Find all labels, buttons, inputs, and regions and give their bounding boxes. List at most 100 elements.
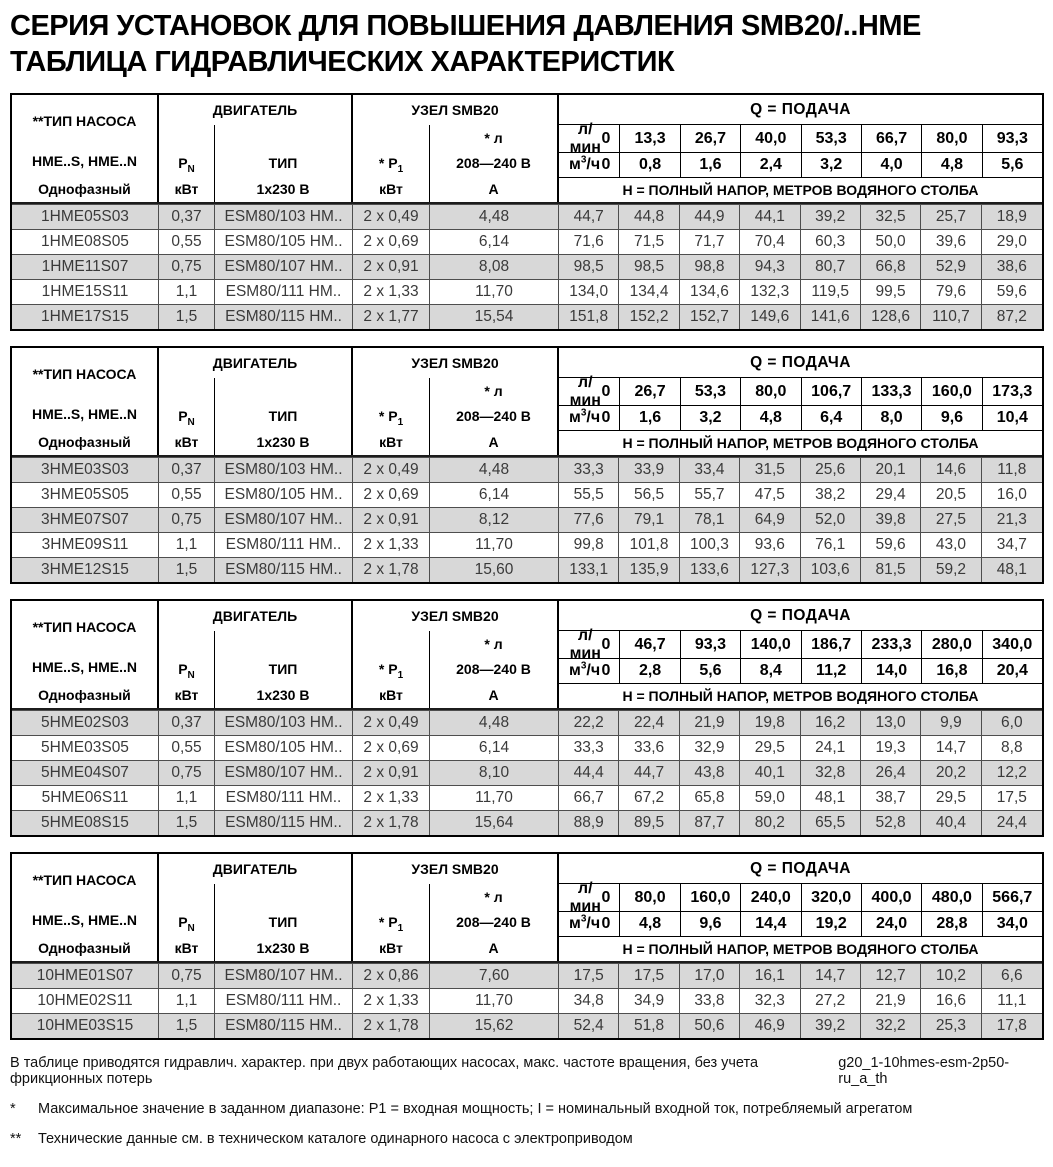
head-value-cell: 29,5 (921, 786, 982, 810)
motor-type-cell: ESM80/111 HM.. (215, 280, 353, 304)
flow-value-cell: 19,2 (800, 912, 861, 937)
head-value-cell: 77,6 (559, 508, 620, 532)
voltage-range-label: 208—240 В (456, 408, 531, 424)
head-value-cell: 52,0 (801, 508, 861, 532)
flow-lmin-label: л/мин 0 (559, 121, 620, 156)
motor-type-cell: ESM80/115 HM.. (215, 811, 353, 835)
head-value-cell: 65,5 (801, 811, 861, 835)
pump-model-cell: 3HME12S15 (12, 558, 159, 582)
current-value-cell: 6,14 (430, 736, 559, 760)
flow-value-cell: 4,8 (740, 406, 801, 431)
head-value-cell: 67,2 (619, 786, 680, 810)
flow-value-cell: 106,7 (800, 378, 861, 406)
motor-group-header: ДВИГАТЕЛЬ (159, 854, 353, 884)
motor-type-cell: ESM80/111 HM.. (215, 786, 353, 810)
q-group-header: Q = ПОДАЧА (559, 348, 1042, 378)
current-symbol: * л (484, 129, 503, 146)
head-value-cell: 21,9 (680, 711, 741, 735)
zero-label: 0 (601, 635, 611, 653)
pn-value-cell: 0,37 (159, 711, 215, 735)
pump-model-cell: 3HME03S03 (12, 458, 159, 482)
p1-main: * P (378, 408, 398, 424)
head-value-cell: 79,6 (921, 280, 982, 304)
type-label: ТИП (268, 155, 298, 171)
head-value-cell: 38,7 (861, 786, 922, 810)
pump-table-10hme: **ТИП НАСОСА HME..S, HME..N Однофазный ДВИГ… (10, 852, 1044, 1040)
m3h-rest: /ч (586, 915, 601, 932)
pump-models-label: HME..S, HME..N (31, 912, 137, 928)
head-value-cell: 65,8 (680, 786, 741, 810)
flow-value-cell: 8,0 (860, 406, 922, 431)
unit-label: л/мин (569, 373, 601, 409)
pump-table-1hme: **ТИП НАСОСА HME..S, HME..N Однофазный ДВИГ… (10, 93, 1044, 331)
motor-type-cell: ESM80/111 HM.. (215, 989, 353, 1013)
p1-value-cell: 2 x 0,69 (353, 736, 430, 760)
head-value-cell: 19,8 (740, 711, 801, 735)
unit-label: м3/ч (569, 155, 600, 174)
head-value-cell: 87,7 (680, 811, 741, 835)
head-value-cell: 66,7 (559, 786, 620, 810)
head-value-cell: 44,4 (559, 761, 620, 785)
flow-lmin-label: л/мин 0 (559, 627, 620, 662)
table-row: 3HME12S15 1,5 ESM80/115 HM.. 2 x 1,78 15,60 1… (12, 557, 1042, 582)
kw-label: кВт (174, 687, 199, 703)
head-value-cell: 133,1 (559, 558, 620, 582)
kw-label: кВт (379, 687, 403, 703)
pump-model-cell: 3HME07S07 (12, 508, 159, 532)
p1-value-cell: 2 x 0,91 (353, 508, 430, 532)
pump-model-cell: 10HME01S07 (12, 964, 159, 988)
head-value-cell: 13,0 (861, 711, 922, 735)
head-value-cell: 100,3 (680, 533, 741, 557)
motor-type-cell: ESM80/105 HM.. (215, 230, 353, 254)
p1-symbol: * P1 (378, 408, 403, 427)
flow-m3h-label: м3/ч 0 (559, 659, 620, 684)
pump-type-label: **ТИП НАСОСА (32, 619, 137, 635)
p1-value-cell: 2 x 1,33 (353, 786, 430, 810)
p1-value-cell: 2 x 1,77 (353, 305, 430, 329)
table-row: 1HME15S11 1,1 ESM80/111 HM.. 2 x 1,33 11,70 1… (12, 279, 1042, 304)
motor-type-cell: ESM80/107 HM.. (215, 508, 353, 532)
head-value-cell: 34,8 (559, 989, 620, 1013)
head-value-cell: 39,6 (921, 230, 982, 254)
head-value-cell: 52,9 (921, 255, 982, 279)
table-row: 3HME05S05 0,55 ESM80/105 HM.. 2 x 0,69 6,14 5… (12, 482, 1042, 507)
type-label: ТИП (268, 914, 298, 930)
p1-sub: 1 (397, 669, 404, 681)
table-header: **ТИП НАСОСА HME..S, HME..N Однофазный ДВИГ… (12, 95, 1042, 204)
pn-symbol: PN (178, 155, 195, 174)
head-value-cell: 59,6 (996, 283, 1027, 300)
motor-type-cell: ESM80/103 HM.. (215, 205, 353, 229)
p1-main: * P (378, 914, 398, 930)
m3h-main: м (569, 662, 581, 679)
current-value-cell: 8,12 (430, 508, 559, 532)
zero-label: 0 (601, 409, 611, 426)
unit-label: л/мин (569, 120, 601, 156)
head-value-cell: 44,7 (619, 761, 680, 785)
unit-label: л/мин (569, 879, 601, 915)
flow-value-cell: 160,0 (679, 884, 741, 912)
head-value-cell: 6,0 (1001, 714, 1023, 731)
flow-value-cell: 10,4 (981, 406, 1042, 431)
pump-type-header: **ТИП НАСОСА HME..S, HME..N Однофазный (12, 854, 159, 961)
head-value-cell: 80,2 (740, 811, 801, 835)
p1-value-cell: 2 x 0,49 (353, 205, 430, 229)
p1-value-cell: 2 x 1,33 (353, 280, 430, 304)
page-title: СЕРИЯ УСТАНОВОК ДЛЯ ПОВЫШЕНИЯ ДАВЛЕНИЯ S… (10, 8, 1044, 80)
pump-phase-label: Однофазный (38, 433, 131, 450)
motor-group-header: ДВИГАТЕЛЬ (159, 95, 353, 125)
pn-value-cell: 1,5 (159, 305, 215, 329)
head-value-cell: 59,0 (740, 786, 801, 810)
head-value-cell: 20,2 (921, 761, 982, 785)
head-value-cell: 22,2 (559, 711, 620, 735)
head-value-cell: 50,6 (680, 1014, 741, 1038)
flow-value-cell: 9,6 (921, 406, 982, 431)
pump-model-cell: 5HME04S07 (12, 761, 159, 785)
motor-type-header: ТИП 1x230 В (215, 884, 353, 961)
head-value-cell: 39,2 (801, 205, 861, 229)
head-value-cell: 128,6 (861, 305, 922, 329)
flow-value-cell: 340,0 (981, 631, 1042, 659)
head-value-cell: 9,9 (921, 711, 982, 735)
table-header: **ТИП НАСОСА HME..S, HME..N Однофазный ДВИГ… (12, 854, 1042, 963)
head-value-cell: 52,8 (861, 811, 922, 835)
motor-type-header: ТИП 1x230 В (215, 378, 353, 455)
